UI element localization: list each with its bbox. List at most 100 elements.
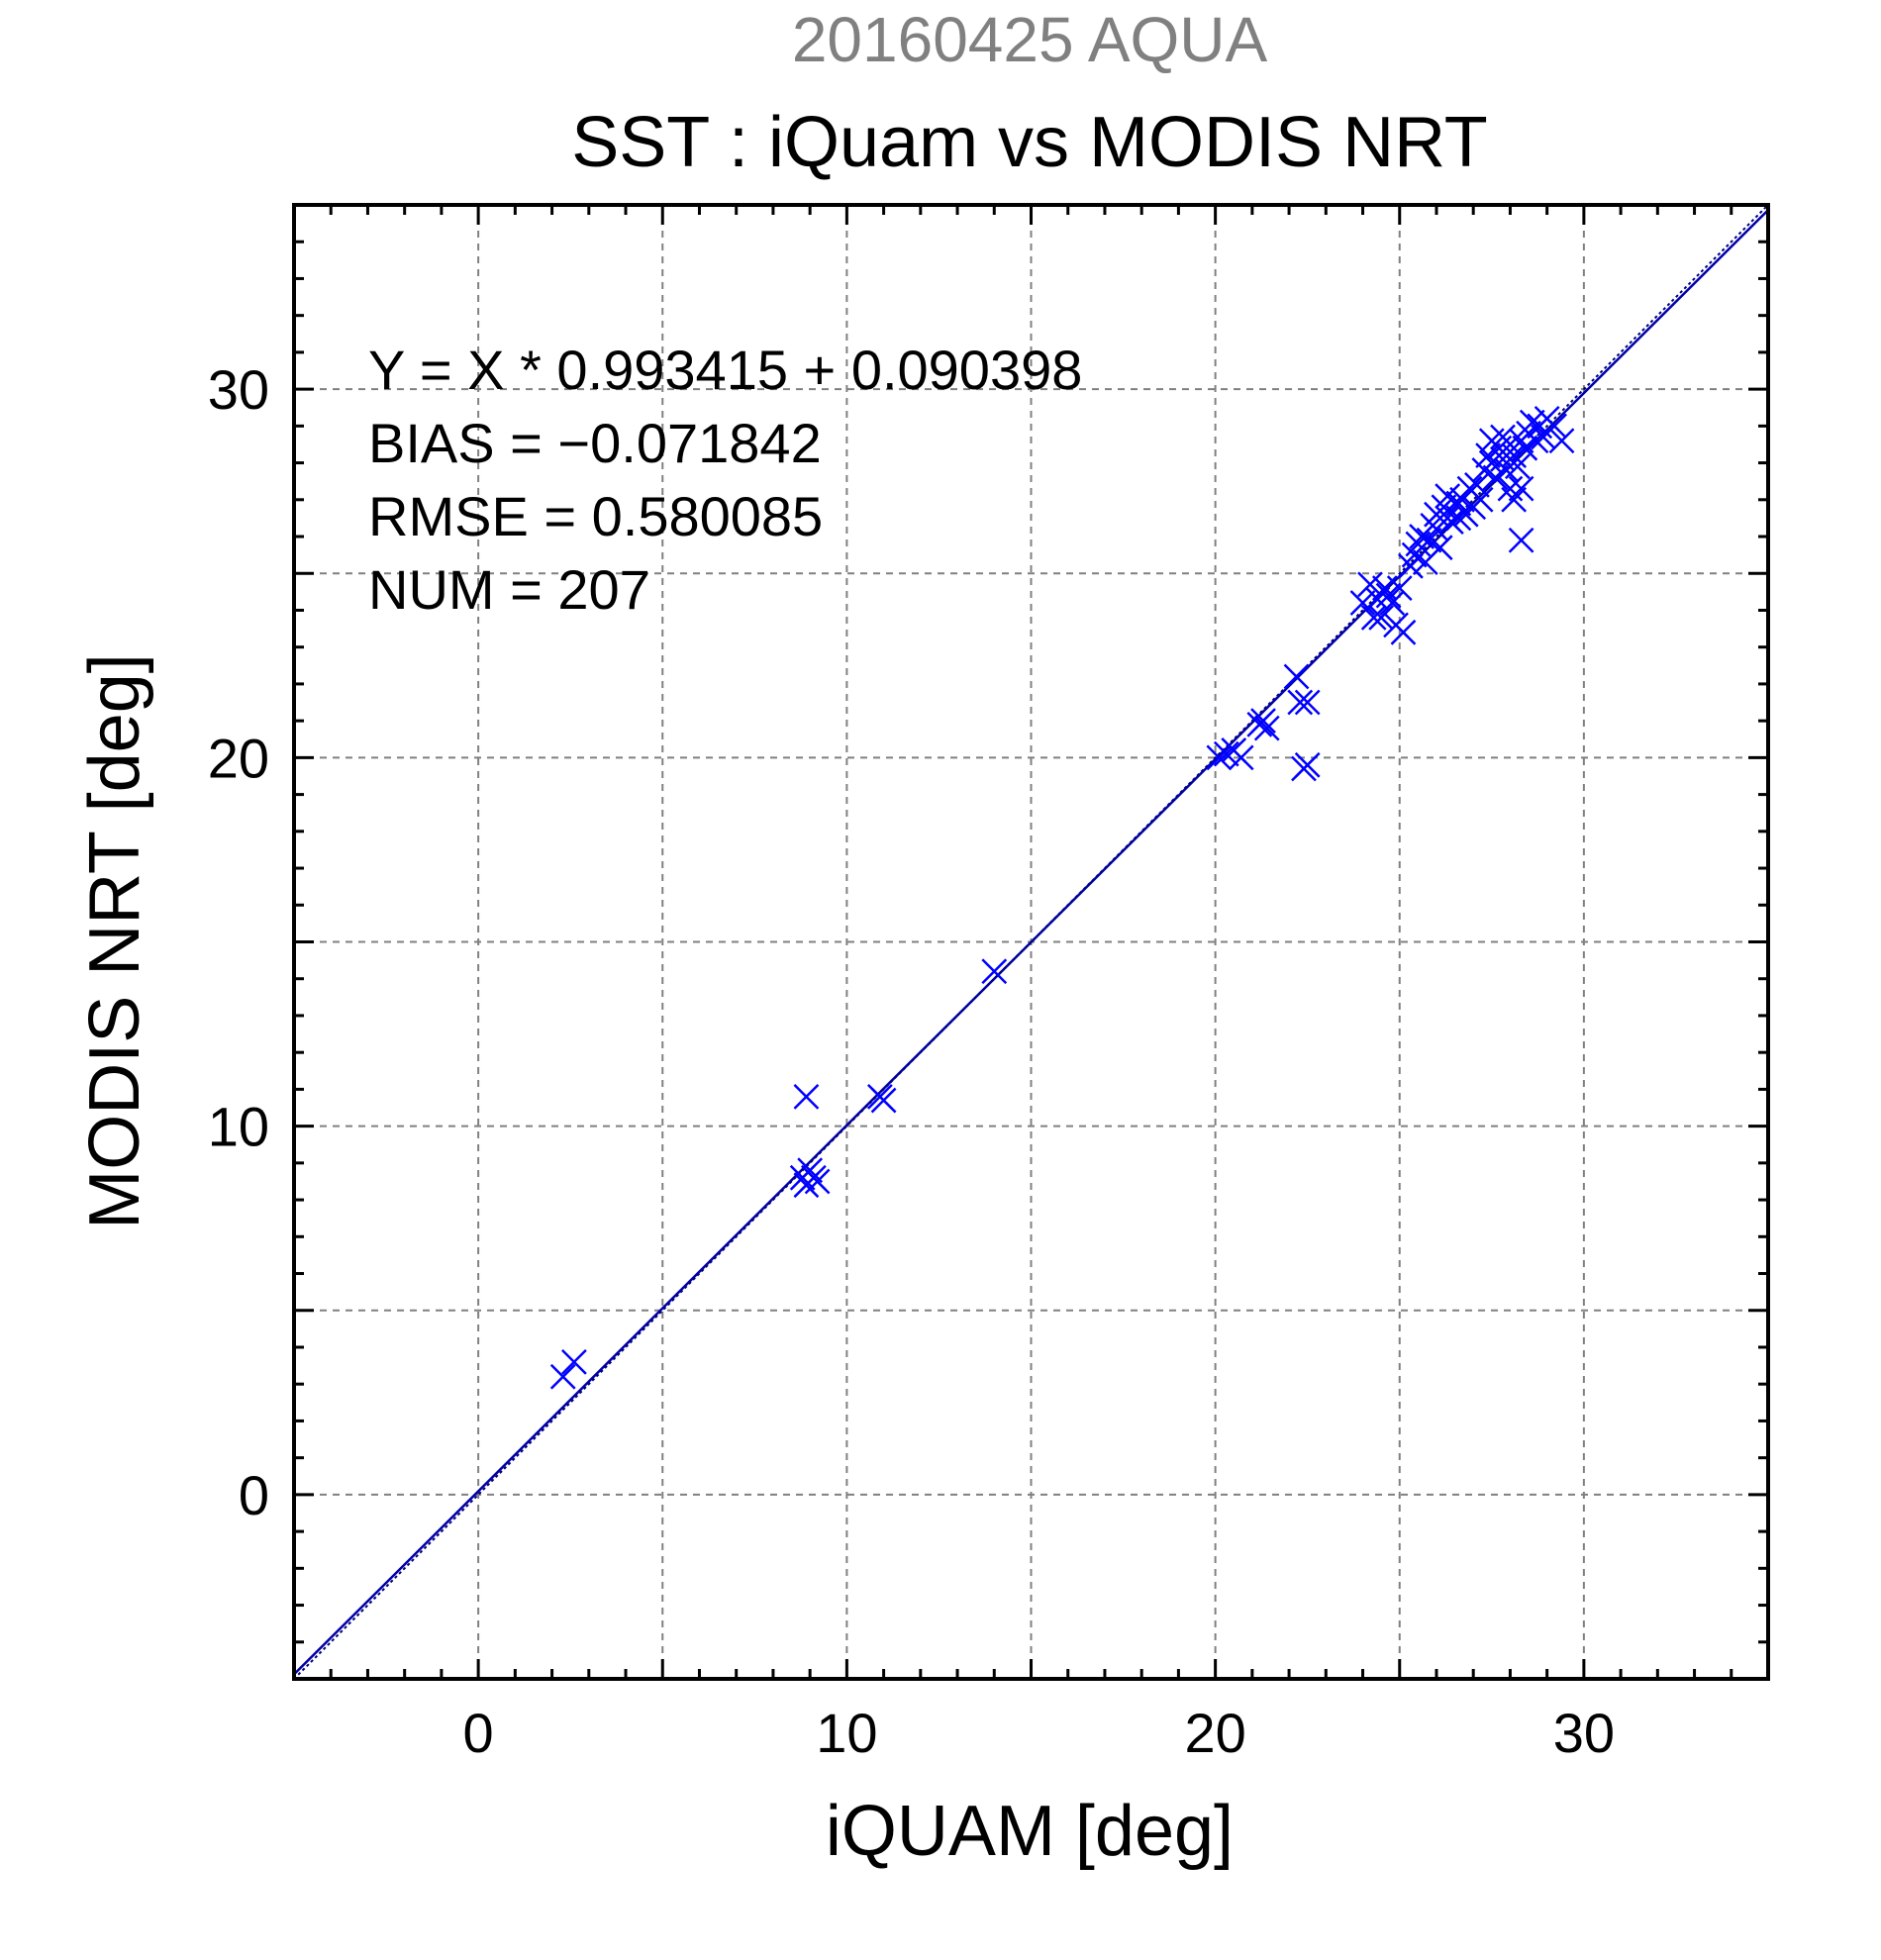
data-point — [1287, 689, 1314, 716]
data-point — [549, 1363, 576, 1390]
data-point-stroke — [1445, 490, 1472, 517]
y-tick-label: 30 — [208, 358, 269, 421]
data-point-stroke — [1375, 582, 1402, 609]
data-point-stroke — [1294, 689, 1321, 716]
data-point-stroke — [1504, 453, 1531, 480]
data-point — [1228, 744, 1254, 771]
data-points — [549, 406, 1575, 1390]
data-point — [1213, 740, 1239, 767]
data-point-stroke — [1283, 663, 1310, 690]
data-point — [1357, 571, 1383, 598]
data-point-stroke — [1206, 744, 1233, 771]
data-point-stroke — [1390, 619, 1417, 645]
data-point-stroke — [1228, 744, 1254, 771]
x-tick-label: 10 — [816, 1702, 877, 1764]
data-point — [1379, 590, 1406, 616]
data-point-stroke — [1548, 428, 1575, 454]
y-tick-label: 0 — [239, 1464, 269, 1526]
data-point — [1508, 475, 1534, 502]
data-point — [981, 958, 1008, 985]
data-point-stroke — [1287, 689, 1314, 716]
data-point-stroke — [1501, 486, 1528, 513]
data-point — [1294, 689, 1321, 716]
data-point-stroke — [1501, 442, 1528, 469]
chart-subtitle: 20160425 AQUA — [792, 4, 1268, 75]
data-point-stroke — [1541, 413, 1567, 440]
data-point — [1548, 428, 1575, 454]
data-point — [1435, 505, 1461, 532]
data-point-stroke — [1386, 575, 1413, 602]
bias-value: BIAS = −0.071842 — [368, 412, 822, 474]
data-point-stroke — [1508, 475, 1534, 502]
rmse-value: RMSE = 0.580085 — [368, 485, 823, 547]
data-point-stroke — [804, 1168, 831, 1195]
data-point — [1250, 708, 1276, 735]
data-point-stroke — [1482, 464, 1509, 491]
data-point-stroke — [981, 958, 1008, 985]
data-point — [1375, 582, 1402, 609]
plot-frame — [292, 203, 1770, 1681]
y-tick-label: 20 — [208, 727, 269, 789]
data-point-stroke — [1435, 505, 1461, 532]
data-point — [1253, 715, 1280, 741]
data-point — [561, 1348, 587, 1375]
data-point — [1386, 575, 1413, 602]
data-point — [1467, 486, 1494, 513]
data-point — [804, 1168, 831, 1195]
grid-lines — [294, 205, 1768, 1679]
data-point — [1523, 428, 1549, 454]
data-point-stroke — [561, 1348, 587, 1375]
data-point-stroke — [1490, 424, 1516, 450]
data-point — [1283, 663, 1310, 690]
data-point-stroke — [1349, 590, 1376, 616]
data-point-stroke — [1497, 475, 1524, 502]
data-point-stroke — [1253, 715, 1280, 741]
data-point — [1504, 453, 1531, 480]
data-point — [1445, 505, 1472, 532]
x-tick-label: 0 — [463, 1702, 494, 1764]
data-point-stroke — [1512, 435, 1538, 461]
data-point — [797, 1157, 824, 1184]
data-point — [1349, 590, 1376, 616]
data-point-stroke — [797, 1157, 824, 1184]
data-point-stroke — [1379, 590, 1406, 616]
data-point — [1445, 490, 1472, 517]
data-point-stroke — [793, 1083, 820, 1110]
data-point-stroke — [1467, 486, 1494, 513]
data-point-stroke — [1508, 527, 1534, 553]
data-point — [1206, 744, 1233, 771]
data-point-stroke — [1360, 605, 1387, 631]
stats-annotations: Y = X * 0.993415 + 0.090398 BIAS = −0.07… — [368, 339, 1082, 621]
data-point-stroke — [1357, 571, 1383, 598]
x-tick-label: 20 — [1184, 1702, 1245, 1764]
regression-equation: Y = X * 0.993415 + 0.090398 — [368, 339, 1082, 401]
data-point — [1512, 435, 1538, 461]
data-point-stroke — [1250, 708, 1276, 735]
data-point — [1416, 527, 1442, 553]
data-point — [1390, 619, 1417, 645]
x-tick-label: 30 — [1553, 1702, 1615, 1764]
data-point — [1490, 424, 1516, 450]
data-point-stroke — [549, 1363, 576, 1390]
y-axis-label: MODIS NRT [deg] — [75, 653, 154, 1229]
chart-title: SST : iQuam vs MODIS NRT — [571, 103, 1488, 182]
data-point-stroke — [1523, 428, 1549, 454]
y-tick-label: 10 — [208, 1096, 269, 1158]
x-axis-label: iQUAM [deg] — [826, 1792, 1234, 1871]
count-value: NUM = 207 — [368, 558, 650, 621]
data-point — [1508, 527, 1534, 553]
data-point — [1541, 413, 1567, 440]
data-point — [793, 1083, 820, 1110]
data-point-stroke — [1475, 442, 1501, 469]
data-point-stroke — [870, 1087, 897, 1114]
tick-labels: 0 10 20 30 0 10 20 30 — [208, 358, 1615, 1764]
data-point — [1475, 442, 1501, 469]
data-point — [1294, 751, 1321, 778]
data-point — [870, 1087, 897, 1114]
data-point-stroke — [1294, 751, 1321, 778]
data-point-stroke — [1416, 527, 1442, 553]
data-point — [1497, 475, 1524, 502]
data-point-stroke — [1213, 740, 1239, 767]
data-point — [1482, 464, 1509, 491]
